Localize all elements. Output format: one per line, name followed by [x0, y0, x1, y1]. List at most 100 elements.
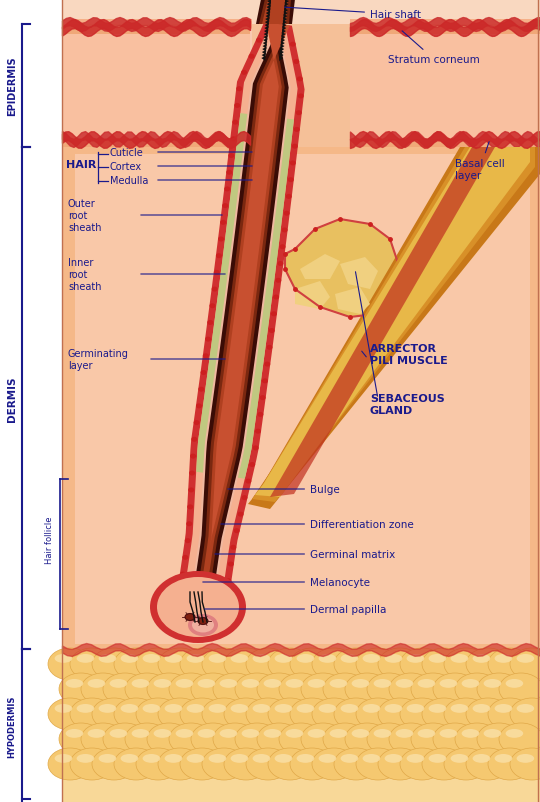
Ellipse shape [188, 614, 218, 636]
Ellipse shape [183, 555, 188, 560]
Ellipse shape [120, 704, 138, 713]
Ellipse shape [407, 704, 424, 713]
Ellipse shape [231, 754, 248, 763]
Polygon shape [263, 39, 267, 44]
Polygon shape [252, 148, 535, 502]
Ellipse shape [517, 754, 534, 763]
Ellipse shape [429, 704, 446, 713]
Ellipse shape [212, 287, 218, 292]
Polygon shape [283, 21, 287, 26]
Ellipse shape [284, 212, 290, 217]
Ellipse shape [429, 654, 446, 663]
Text: HYPODERMIS: HYPODERMIS [8, 695, 17, 757]
Polygon shape [264, 27, 268, 32]
Ellipse shape [214, 270, 220, 276]
Polygon shape [280, 51, 284, 56]
Ellipse shape [462, 729, 479, 738]
Ellipse shape [275, 704, 292, 713]
Ellipse shape [136, 748, 180, 780]
Ellipse shape [440, 729, 457, 738]
Ellipse shape [495, 754, 512, 763]
Ellipse shape [241, 729, 259, 738]
Polygon shape [198, 23, 290, 630]
Polygon shape [186, 25, 291, 631]
Polygon shape [300, 255, 340, 280]
Ellipse shape [267, 346, 273, 350]
Polygon shape [266, 15, 269, 20]
Polygon shape [281, 36, 286, 41]
Polygon shape [281, 39, 285, 44]
Polygon shape [283, 18, 287, 23]
Ellipse shape [268, 748, 312, 780]
Bar [62, 20, 252, 148]
Ellipse shape [290, 43, 296, 47]
Bar [75, 155, 530, 644]
Ellipse shape [488, 748, 532, 780]
Ellipse shape [433, 673, 477, 705]
Polygon shape [340, 257, 378, 290]
Ellipse shape [356, 648, 400, 680]
Ellipse shape [495, 704, 512, 713]
Ellipse shape [260, 395, 266, 401]
Ellipse shape [222, 204, 228, 209]
Ellipse shape [110, 679, 127, 688]
Ellipse shape [143, 704, 160, 713]
Polygon shape [62, 25, 250, 148]
Ellipse shape [319, 754, 336, 763]
Ellipse shape [301, 673, 345, 705]
Polygon shape [280, 48, 284, 53]
Polygon shape [350, 25, 540, 148]
Polygon shape [62, 35, 250, 140]
Ellipse shape [288, 178, 294, 183]
Ellipse shape [450, 704, 468, 713]
Text: Hair follicle: Hair follicle [45, 516, 55, 563]
Ellipse shape [282, 229, 288, 233]
Ellipse shape [55, 754, 72, 763]
Bar [350, 30, 540, 138]
Polygon shape [279, 57, 284, 62]
Ellipse shape [499, 723, 540, 755]
Ellipse shape [189, 471, 195, 476]
Ellipse shape [158, 698, 202, 730]
Polygon shape [284, 9, 288, 14]
Ellipse shape [200, 371, 206, 375]
Ellipse shape [180, 648, 224, 680]
Polygon shape [295, 282, 330, 310]
Ellipse shape [191, 437, 197, 442]
Ellipse shape [125, 723, 169, 755]
Bar [62, 148, 540, 649]
Polygon shape [256, 0, 295, 25]
Ellipse shape [169, 723, 213, 755]
Ellipse shape [55, 654, 72, 663]
Polygon shape [262, 0, 288, 25]
Ellipse shape [207, 321, 213, 326]
Bar [62, 649, 540, 802]
Ellipse shape [400, 648, 444, 680]
Ellipse shape [192, 618, 214, 633]
Ellipse shape [147, 673, 191, 705]
Ellipse shape [81, 673, 125, 705]
Ellipse shape [433, 723, 477, 755]
Polygon shape [266, 12, 270, 17]
Ellipse shape [48, 648, 92, 680]
Ellipse shape [234, 103, 240, 109]
Ellipse shape [245, 479, 251, 484]
Ellipse shape [143, 754, 160, 763]
Bar [525, 148, 540, 649]
Ellipse shape [120, 754, 138, 763]
Ellipse shape [455, 723, 499, 755]
Ellipse shape [246, 748, 290, 780]
Ellipse shape [210, 304, 215, 309]
Ellipse shape [194, 420, 200, 426]
Text: Bulge: Bulge [228, 484, 340, 494]
Ellipse shape [298, 95, 304, 99]
Ellipse shape [510, 748, 540, 780]
Ellipse shape [268, 698, 312, 730]
Ellipse shape [378, 698, 422, 730]
Bar [62, 0, 540, 802]
Ellipse shape [484, 679, 501, 688]
Ellipse shape [225, 578, 231, 584]
Ellipse shape [297, 77, 303, 83]
Text: Cortex: Cortex [110, 162, 142, 172]
Ellipse shape [230, 545, 237, 550]
